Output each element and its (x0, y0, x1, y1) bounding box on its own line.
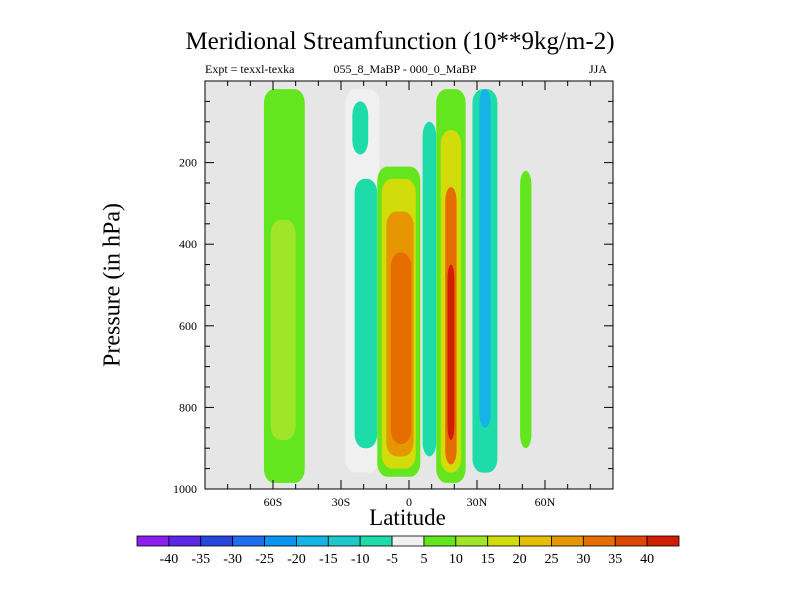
y-tick-label: 1000 (173, 482, 197, 496)
colorbar-label: 25 (544, 552, 558, 567)
colorbar-swatch-2 (200, 535, 234, 547)
colorbar-swatch-1 (168, 535, 202, 547)
x-tick-label: 60S (264, 495, 283, 509)
contour-region-1 (270, 219, 296, 441)
axes: 60S 30S 0 30N 60N 200 400 600 800 1000 (173, 81, 613, 509)
colorbar-label: 35 (608, 552, 622, 567)
contour-regions (263, 89, 532, 483)
contour-region-15 (479, 89, 491, 428)
colorbar-swatch-13 (551, 535, 584, 547)
x-tick-label: 60N (535, 495, 556, 509)
experiment-label: Expt = texxl-texka (205, 62, 295, 76)
colorbar-swatch-9 (423, 535, 457, 547)
colorbar-label: 10 (449, 552, 463, 567)
season-label: JJA (589, 62, 608, 76)
period-label: 055_8_MaBP - 000_0_MaBP (333, 62, 477, 76)
contour-region-8 (390, 252, 412, 445)
contour-region-4 (354, 178, 378, 449)
y-tick-label: 800 (179, 400, 197, 414)
colorbar-label: -10 (351, 552, 370, 567)
x-tick-label: 0 (406, 495, 412, 509)
colorbar-swatch-3 (232, 535, 265, 547)
x-tick-label: 30N (467, 495, 488, 509)
colorbar-label: 30 (576, 552, 590, 567)
contour-region-12 (447, 264, 455, 441)
colorbar-label: -5 (386, 552, 398, 567)
colorbar-label: -25 (255, 552, 274, 567)
colorbar-label: -20 (287, 552, 306, 567)
x-axis-title: Latitude (369, 505, 446, 530)
colorbar-label: 40 (640, 552, 654, 567)
colorbar-label: -15 (319, 552, 338, 567)
colorbar-label: 15 (481, 552, 495, 567)
colorbar-swatch-14 (582, 535, 616, 547)
colorbar-swatch-10 (455, 535, 489, 547)
contour-region-3 (352, 101, 369, 155)
colorbar-swatch-15 (614, 535, 648, 547)
y-tick-label: 200 (179, 156, 197, 170)
chart-title: Meridional Streamfunction (10**9kg/m-2) (185, 28, 615, 55)
y-tick-label: 600 (179, 319, 197, 333)
colorbar-swatch-7 (359, 535, 393, 547)
y-tick-label: 400 (179, 237, 197, 251)
colorbar-label: 20 (513, 552, 527, 567)
colorbar-swatch-11 (487, 535, 520, 547)
x-tick-label: 30S (332, 495, 351, 509)
colorbar-swatch-8 (391, 535, 425, 547)
colorbar-swatch-5 (296, 535, 329, 547)
colorbar-swatch-16 (646, 535, 680, 547)
contour-region-16 (520, 170, 532, 449)
colorbar-swatch-6 (327, 535, 361, 547)
colorbar-label: -30 (223, 552, 242, 567)
contour-region-13 (422, 121, 437, 457)
colorbar-label: -35 (191, 552, 210, 567)
colorbar-label: 5 (420, 552, 427, 567)
colorbar: -40 -35 -30 -25 -20 -15 -10 -5 5 10 15 20 25 30 35 40 (136, 535, 680, 567)
colorbar-swatch-4 (264, 535, 297, 547)
colorbar-label: -40 (160, 552, 179, 567)
colorbar-swatch-12 (519, 535, 552, 547)
colorbar-swatch-0 (136, 535, 170, 547)
